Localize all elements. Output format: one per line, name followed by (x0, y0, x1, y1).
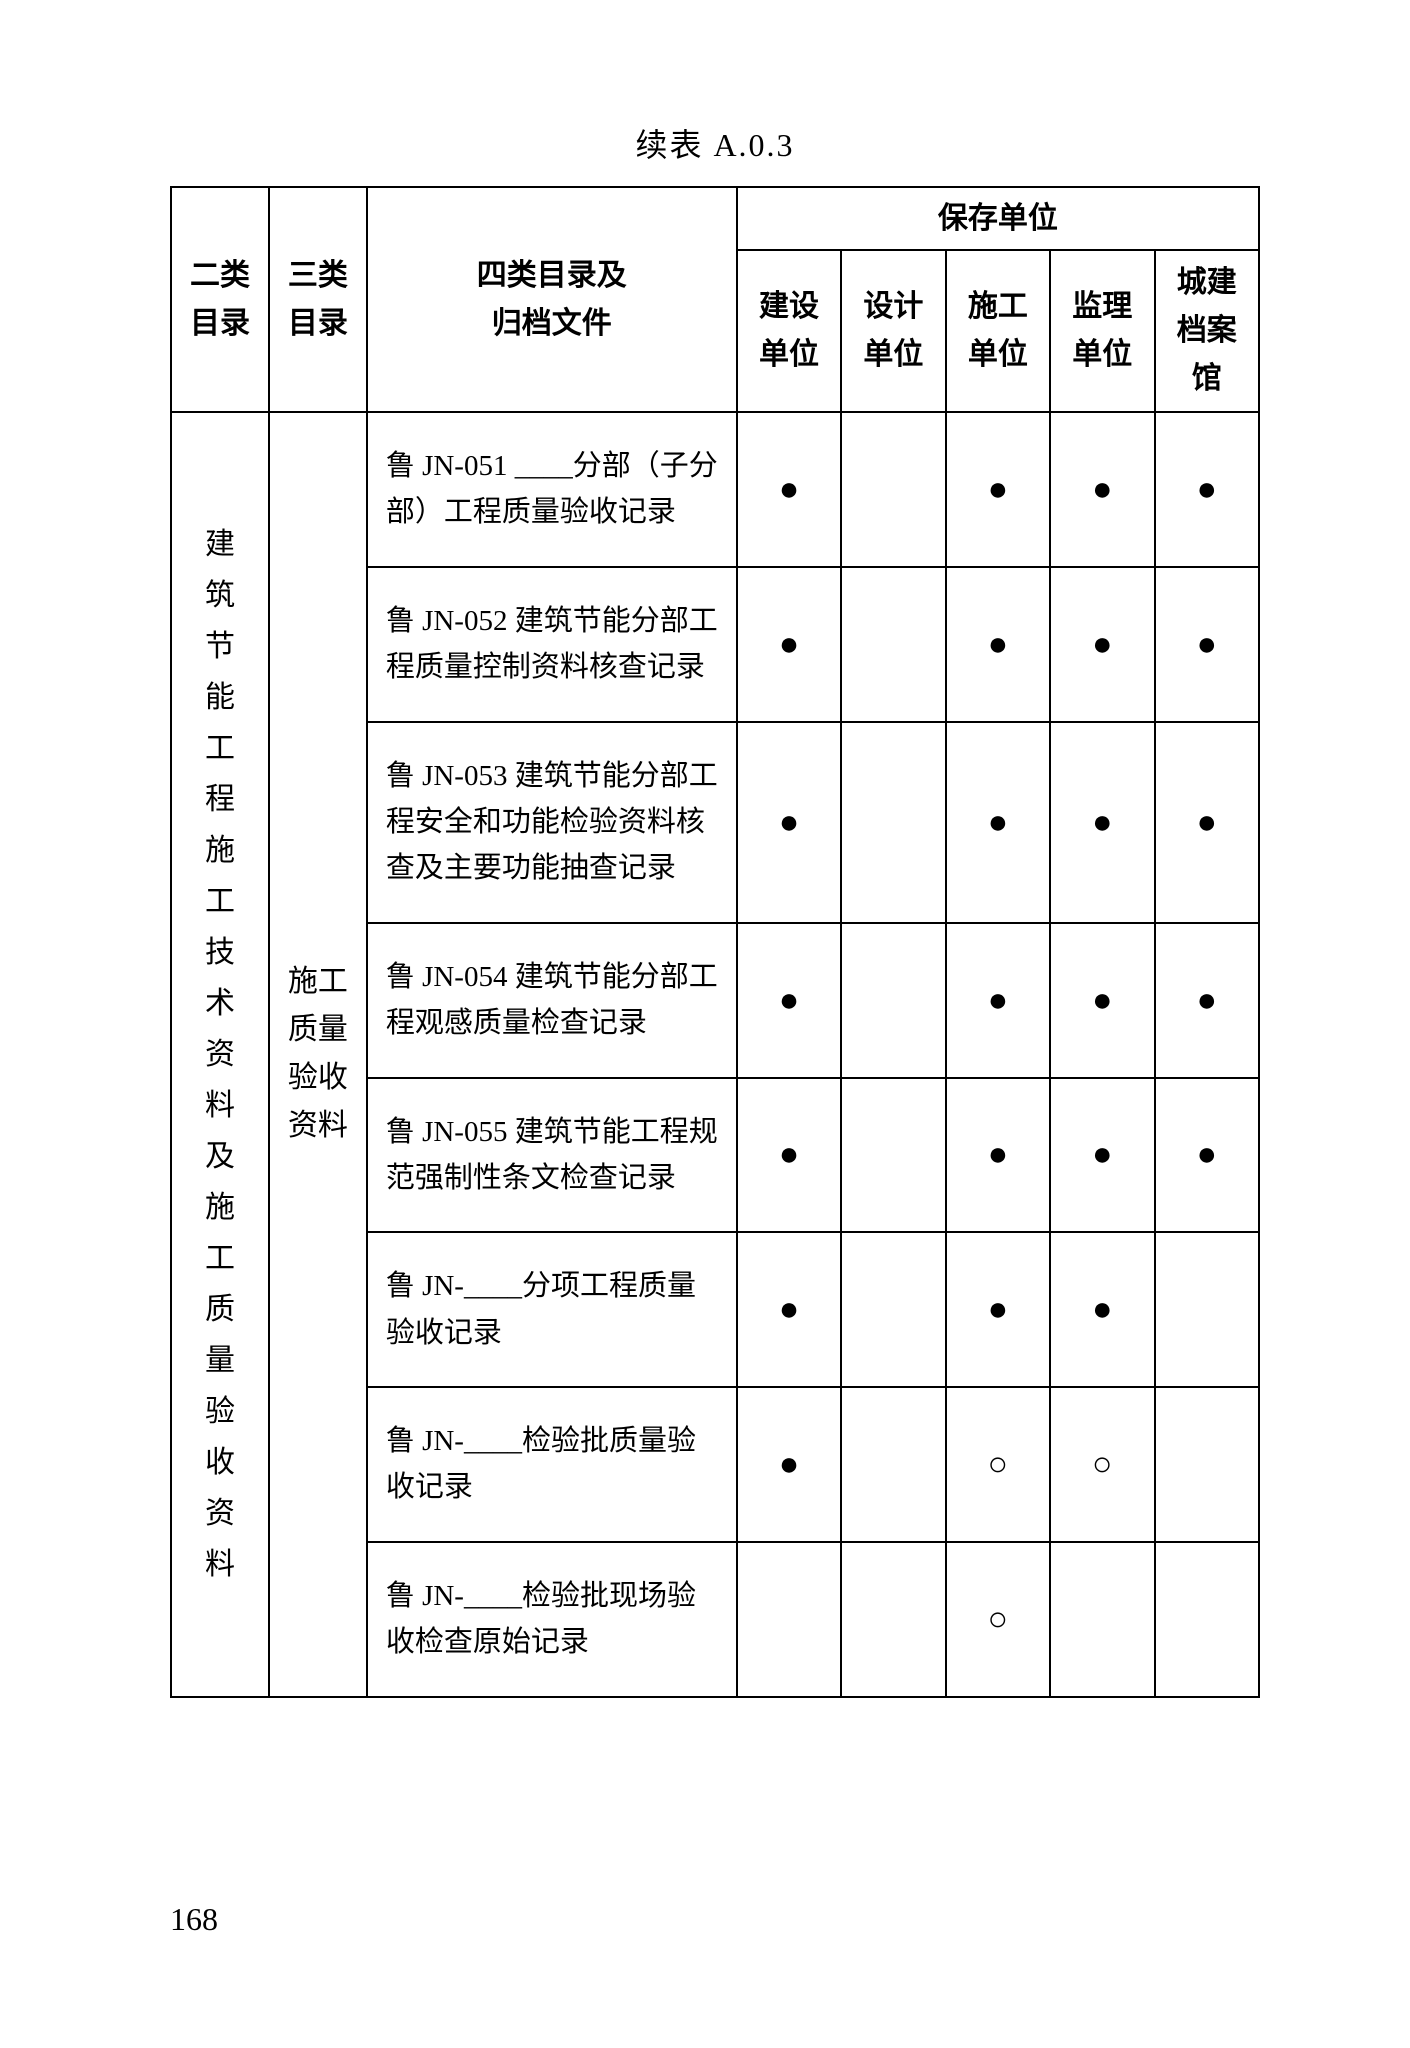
row-desc: 鲁 JN-054 建筑节能分部工程观感质量检查记录 (367, 923, 737, 1078)
row-desc: 鲁 JN-____检验批现场验收检查原始记录 (367, 1542, 737, 1697)
row-desc: 鲁 JN-051 ____分部（子分部）工程质量验收记录 (367, 412, 737, 567)
header-cat4: 四类目录及归档文件 (367, 187, 737, 412)
cell-mark (841, 1078, 945, 1233)
header-group: 保存单位 (737, 187, 1259, 250)
cell-mark (841, 1387, 945, 1542)
rowhead-cat3: 施工质量验收资料 (269, 412, 367, 1697)
cell-mark: ● (946, 1078, 1050, 1233)
cell-mark: ● (1050, 722, 1154, 923)
header-c5: 设计单位 (841, 250, 945, 412)
row-desc: 鲁 JN-____分项工程质量验收记录 (367, 1232, 737, 1387)
cell-mark: ● (1155, 722, 1260, 923)
header-c4: 建设单位 (737, 250, 841, 412)
main-table: 二类目录 三类目录 四类目录及归档文件 保存单位 建设单位 设计单位 施工单位 … (170, 186, 1260, 1698)
cell-mark: ● (737, 1387, 841, 1542)
cell-mark: ● (946, 412, 1050, 567)
rowhead-cat2: 建筑节能工程施工技术资料及施工质量验收资料 (171, 412, 269, 1697)
row-desc: 鲁 JN-____检验批质量验收记录 (367, 1387, 737, 1542)
cell-mark: ● (1155, 1078, 1260, 1233)
cell-mark: ● (1155, 567, 1260, 722)
row-desc: 鲁 JN-052 建筑节能分部工程质量控制资料核查记录 (367, 567, 737, 722)
page: 续表 A.0.3 二类目录 三类目录 四类目录及归档文件 保存单位 建设单位 设… (0, 0, 1410, 2048)
cell-mark: ● (1155, 923, 1260, 1078)
header-c8: 城建档案馆 (1155, 250, 1260, 412)
cell-mark: ● (946, 567, 1050, 722)
header-c7: 监理单位 (1050, 250, 1154, 412)
cell-mark (1050, 1542, 1154, 1697)
page-number: 168 (170, 1901, 218, 1938)
cell-mark: ● (1050, 923, 1154, 1078)
cell-mark (841, 412, 945, 567)
cell-mark: ● (1155, 412, 1260, 567)
header-cat2: 二类目录 (171, 187, 269, 412)
header-cat3: 三类目录 (269, 187, 367, 412)
cell-mark (841, 923, 945, 1078)
cell-mark (841, 1232, 945, 1387)
cell-mark: ● (1050, 1078, 1154, 1233)
cell-mark: ● (737, 722, 841, 923)
cell-mark: ● (737, 412, 841, 567)
cell-mark (1155, 1542, 1260, 1697)
cell-mark: ● (737, 923, 841, 1078)
cell-mark: ● (1050, 1232, 1154, 1387)
cell-mark: ○ (946, 1387, 1050, 1542)
cell-mark: ● (946, 923, 1050, 1078)
cell-mark (737, 1542, 841, 1697)
cell-mark: ● (1050, 412, 1154, 567)
cell-mark: ● (946, 1232, 1050, 1387)
cell-mark (841, 567, 945, 722)
row-desc: 鲁 JN-053 建筑节能分部工程安全和功能检验资料核查及主要功能抽查记录 (367, 722, 737, 923)
cell-mark: ● (737, 1232, 841, 1387)
cell-mark: ○ (1050, 1387, 1154, 1542)
cell-mark (1155, 1387, 1260, 1542)
cell-mark (841, 1542, 945, 1697)
cell-mark: ● (737, 567, 841, 722)
header-row-1: 二类目录 三类目录 四类目录及归档文件 保存单位 (171, 187, 1259, 250)
cell-mark: ● (946, 722, 1050, 923)
table-caption: 续表 A.0.3 (170, 120, 1260, 166)
header-c6: 施工单位 (946, 250, 1050, 412)
cell-mark (1155, 1232, 1260, 1387)
cell-mark (841, 722, 945, 923)
cell-mark: ● (1050, 567, 1154, 722)
row-desc: 鲁 JN-055 建筑节能工程规范强制性条文检查记录 (367, 1078, 737, 1233)
cell-mark: ● (737, 1078, 841, 1233)
cell-mark: ○ (946, 1542, 1050, 1697)
table-row: 建筑节能工程施工技术资料及施工质量验收资料 施工质量验收资料 鲁 JN-051 … (171, 412, 1259, 567)
